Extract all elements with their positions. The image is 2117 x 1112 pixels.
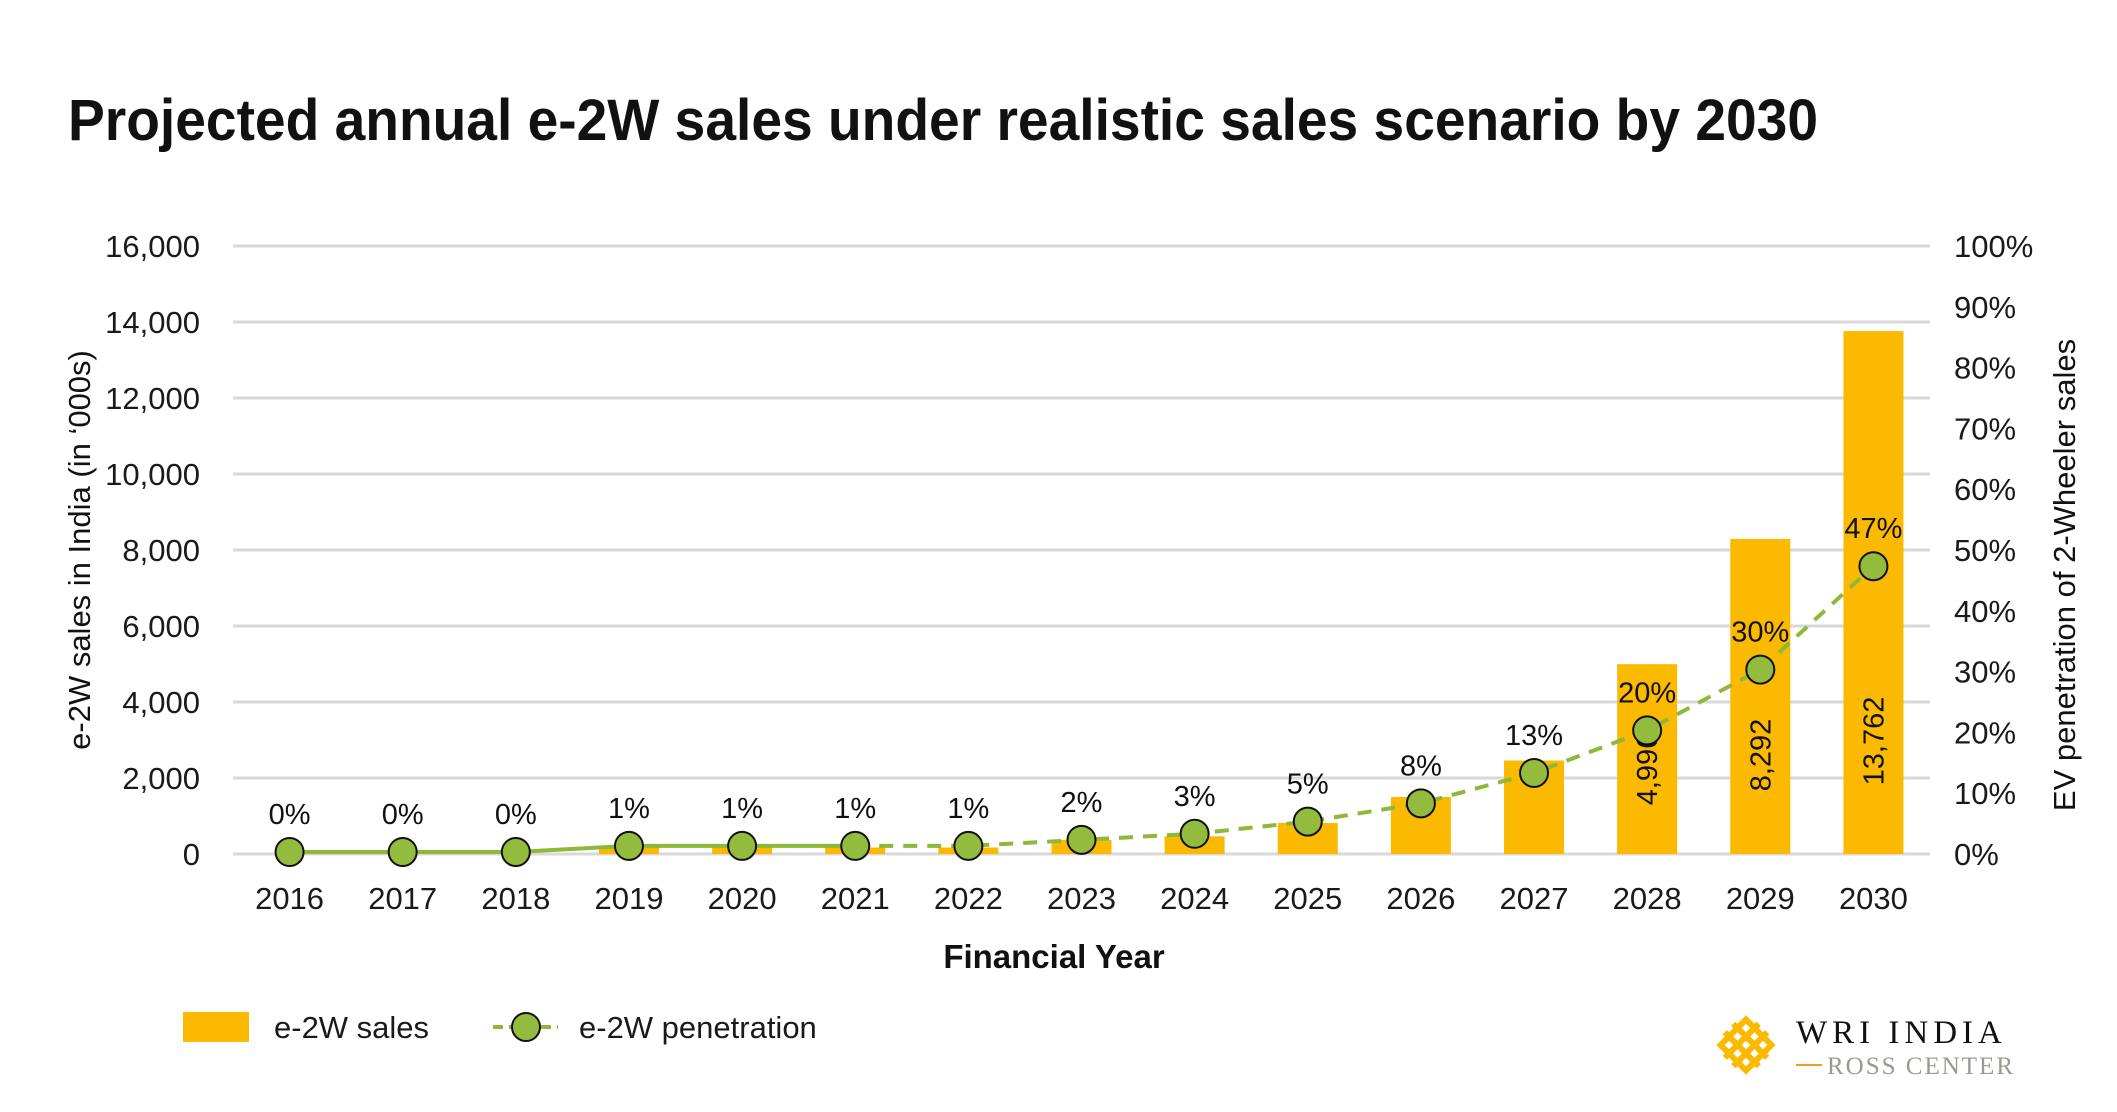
bar <box>1617 664 1678 854</box>
line-data-label: 8% <box>1400 750 1442 782</box>
line-marker <box>274 837 305 867</box>
line-data-label: 13% <box>1505 720 1563 752</box>
x-tick-label: 2020 <box>708 881 777 916</box>
bar <box>1730 538 1791 854</box>
legend-label-sales: e-2W sales <box>274 1010 429 1045</box>
x-tick-label: 2023 <box>1047 881 1116 916</box>
line-data-label: 0% <box>269 799 311 831</box>
y-right-tick-label: 40% <box>1954 594 2016 629</box>
y-right-tick-label: 70% <box>1954 411 2016 446</box>
line-data-label: 1% <box>721 793 763 825</box>
x-tick-label: 2017 <box>368 881 437 916</box>
x-tick-label: 2019 <box>594 881 663 916</box>
legend-swatch-sales <box>183 1012 249 1042</box>
line-data-label: 5% <box>1287 769 1329 801</box>
line-marker <box>840 830 871 861</box>
y-tick-label: 10,000 <box>105 457 200 492</box>
line-series: 0% 0% 0% 1% 1% 1% 1% 2% 3% 5% 8% 13% 20% 30% 47% <box>269 513 1902 867</box>
line-dashed-segment <box>855 564 1875 848</box>
line-data-label: 0% <box>382 799 424 831</box>
line-data-label: 0% <box>495 799 537 831</box>
x-tick-label: 2016 <box>255 881 324 916</box>
line-data-label: 2% <box>1061 787 1103 819</box>
y-right-tick-label: 10% <box>1954 776 2016 811</box>
y-axis-left-title: e-2W sales in India (in ‘000s) <box>62 350 97 750</box>
y-right-tick-label: 50% <box>1954 533 2016 568</box>
line-data-label: 30% <box>1731 617 1789 649</box>
legend-label-penetration: e-2W penetration <box>579 1010 817 1045</box>
y-axis-right-title: EV penetration of 2-Wheeler sales <box>2047 339 2082 811</box>
y-right-tick-label: 80% <box>1954 351 2016 386</box>
y-tick-label: 12,000 <box>105 381 200 416</box>
y-right-tick-label: 60% <box>1954 472 2016 507</box>
line-marker <box>1858 551 1889 582</box>
line-marker <box>1632 715 1663 746</box>
x-tick-label: 2024 <box>1160 881 1229 916</box>
line-marker <box>953 830 984 861</box>
logo-line1: WRI INDIA <box>1796 1015 2007 1051</box>
y-tick-label: 16,000 <box>105 229 200 264</box>
line-marker <box>1066 824 1097 855</box>
line-data-label: 20% <box>1618 677 1676 709</box>
line-marker <box>500 837 531 867</box>
y-right-tick-label: 0% <box>1954 837 1999 872</box>
y-tick-label: 0 <box>183 837 200 872</box>
y-right-tick-label: 30% <box>1954 655 2016 690</box>
bar-data-label: 8,292 <box>1745 719 1777 792</box>
y-tick-label: 2,000 <box>122 761 200 796</box>
line-data-label: 1% <box>608 793 650 825</box>
line-solid-segment <box>289 843 856 854</box>
y-tick-label: 4,000 <box>122 685 200 720</box>
bar <box>1843 331 1904 854</box>
y-tick-label: 6,000 <box>122 609 200 644</box>
x-tick-label: 2026 <box>1386 881 1455 916</box>
legend: e-2W sales e-2W penetration <box>183 1010 817 1045</box>
line-marker <box>1745 654 1776 685</box>
line-marker <box>387 837 418 867</box>
line-data-label: 3% <box>1174 781 1216 813</box>
y-axis-right: 0% 10% 20% 30% 40% 50% 60% 70% 80% 90% 100% <box>1954 229 2033 872</box>
y-right-tick-label: 90% <box>1954 290 2016 325</box>
y-axis-left: 0 2,000 4,000 6,000 8,000 10,000 12,000 14,000 1… <box>105 229 200 872</box>
line-marker <box>727 830 758 861</box>
bar-data-label: 13,762 <box>1858 697 1890 786</box>
logo-line2: ROSS CENTER <box>1827 1053 2015 1080</box>
wri-logo: WRI INDIA ROSS CENTER <box>1716 1015 2015 1080</box>
line-data-label: 1% <box>947 793 989 825</box>
line-marker <box>1405 788 1436 819</box>
x-tick-label: 2022 <box>934 881 1003 916</box>
y-right-tick-label: 20% <box>1954 715 2016 750</box>
bar-series: 4,996 8,292 13,762 <box>598 331 1904 854</box>
y-tick-label: 14,000 <box>105 305 200 340</box>
line-marker <box>613 830 644 861</box>
x-tick-label: 2028 <box>1613 881 1682 916</box>
chart-title: Projected annual e-2W sales under realis… <box>68 88 1818 153</box>
x-tick-label: 2030 <box>1839 881 1908 916</box>
x-tick-label: 2025 <box>1273 881 1342 916</box>
legend-marker <box>511 1012 541 1042</box>
y-right-tick-label: 100% <box>1954 229 2033 264</box>
y-tick-label: 8,000 <box>122 533 200 568</box>
x-tick-label: 2027 <box>1500 881 1569 916</box>
x-tick-label: 2029 <box>1726 881 1795 916</box>
line-data-label: 1% <box>834 793 876 825</box>
logo-knot-icon <box>1716 1015 1776 1075</box>
x-axis-title: Financial Year <box>943 938 1165 975</box>
line-marker <box>1292 806 1323 837</box>
x-tick-label: 2018 <box>481 881 550 916</box>
gridlines <box>233 244 1930 856</box>
x-tick-label: 2021 <box>821 881 890 916</box>
x-axis: 2016 2017 2018 2019 2020 2021 2022 2023 2024 2025… <box>255 881 1908 916</box>
line-marker <box>1179 818 1210 849</box>
line-data-label: 47% <box>1844 513 1902 545</box>
line-marker <box>1519 757 1550 788</box>
